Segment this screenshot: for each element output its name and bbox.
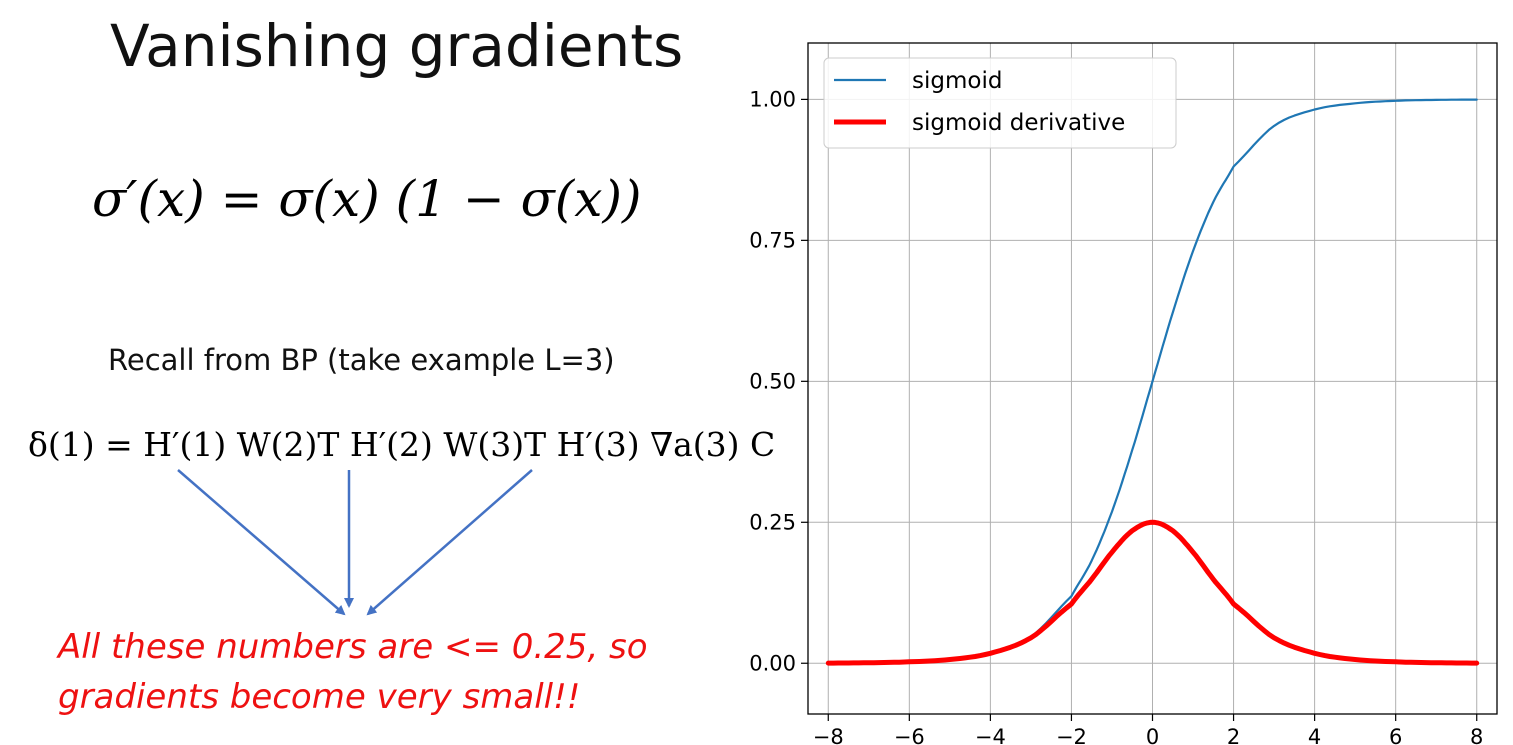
arrows-diagram <box>177 469 533 616</box>
plot-frame <box>807 42 1498 715</box>
backprop-formula-text: δ(1) = H′(1) W(2)T H′(2) W(3)T H′(3) ∇a(… <box>28 425 776 464</box>
x-tick-label: 0 <box>1146 725 1159 745</box>
arrow-left <box>177 469 346 616</box>
x-tick-label: −6 <box>894 725 925 745</box>
x-tick-label: 8 <box>1470 725 1483 745</box>
legend-label: sigmoid derivative <box>912 110 1125 136</box>
x-tick-label: 4 <box>1308 725 1321 745</box>
y-tick-label: 0.50 <box>749 369 796 393</box>
slide-title: Vanishing gradients <box>110 12 684 80</box>
x-tick-label: 2 <box>1227 725 1240 745</box>
x-tick-label: −4 <box>975 725 1006 745</box>
y-tick-label: 0.00 <box>749 651 796 675</box>
sigmoid-derivative-formula: σ′(x) = σ(x) (1 − σ(x)) <box>92 170 642 228</box>
backprop-formula: δ(1) = H′(1) W(2)T H′(2) W(3)T H′(3) ∇a(… <box>28 425 775 464</box>
y-tick-label: 1.00 <box>749 87 796 111</box>
x-tick-label: 6 <box>1389 725 1402 745</box>
conclusion-line-1: All these numbers are <= 0.25, so <box>58 627 648 667</box>
arrow-right <box>366 469 533 616</box>
y-tick-label: 0.25 <box>749 510 796 534</box>
legend-box <box>823 57 1177 149</box>
recall-text: Recall from BP (take example L=3) <box>108 343 615 377</box>
conclusion-text: All these numbers are <= 0.25, so gradie… <box>58 622 648 722</box>
x-tick-label: −8 <box>813 725 844 745</box>
y-tick-label: 0.75 <box>749 228 796 252</box>
legend-label: sigmoid <box>912 68 1002 94</box>
conclusion-line-2: gradients become very small!! <box>58 677 581 717</box>
x-tick-label: −2 <box>1056 725 1087 745</box>
sigmoid-derivative-line <box>825 519 1480 666</box>
